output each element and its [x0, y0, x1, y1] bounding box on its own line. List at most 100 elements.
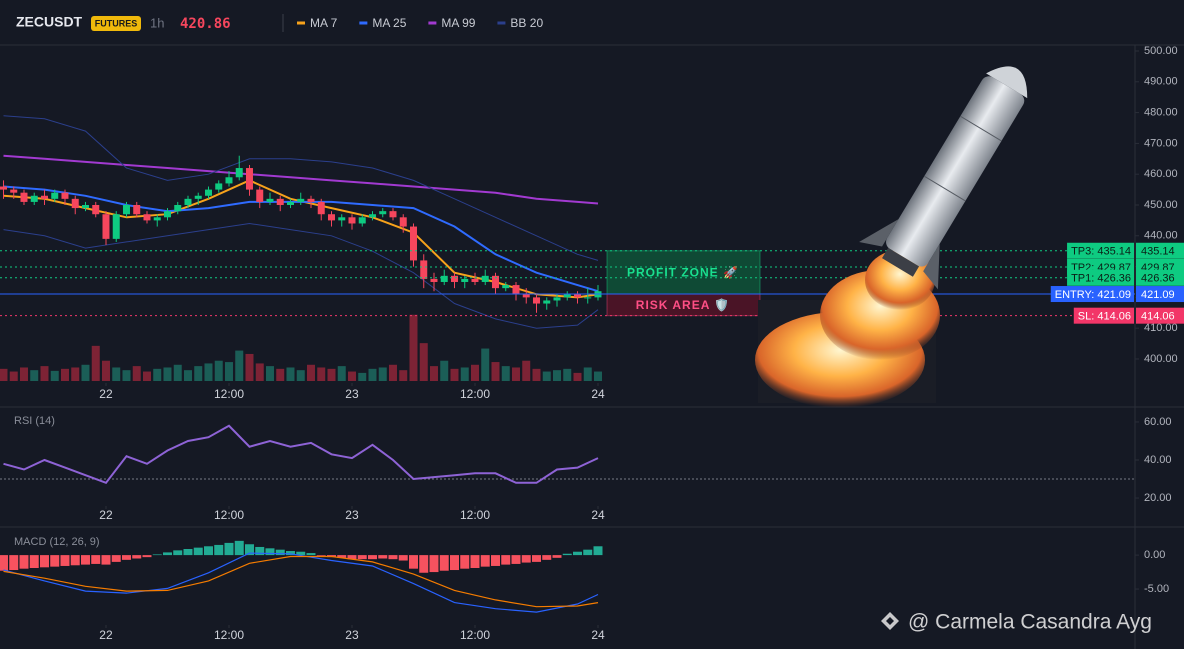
candle-body	[266, 198, 274, 202]
y-tick-label: -5.00	[1144, 583, 1169, 595]
volume-bar	[40, 366, 49, 381]
histogram-bar	[583, 549, 593, 556]
volume-bar	[501, 366, 510, 381]
y-tick-label: 470.00	[1144, 137, 1178, 149]
candle-body	[553, 297, 561, 301]
level-price: 414.06	[1141, 311, 1175, 323]
volume-bar	[122, 370, 131, 381]
volume-bar	[378, 367, 387, 381]
histogram-bar	[101, 555, 111, 565]
volume-bar	[460, 367, 469, 381]
zone	[606, 250, 761, 295]
x-tick-label: 24	[591, 508, 605, 522]
level-price: 421.09	[1141, 289, 1175, 301]
candle-body	[256, 189, 264, 202]
histogram-bar	[234, 540, 244, 556]
volume-bar	[255, 363, 264, 381]
x-tick-label: 12:00	[460, 387, 490, 401]
histogram-bar	[111, 555, 121, 562]
candle-body	[543, 300, 551, 304]
candle-body	[450, 275, 458, 282]
volume-bar	[30, 370, 39, 381]
x-tick-label: 12:00	[214, 508, 244, 522]
candle-body	[184, 198, 192, 205]
y-tick-label: 400.00	[1144, 353, 1178, 365]
volume-bar	[153, 368, 162, 381]
candle-body	[235, 168, 243, 178]
candle-body	[286, 201, 294, 205]
histogram-bar	[0, 555, 8, 571]
candle-body	[440, 275, 448, 282]
histogram-bar	[460, 555, 470, 569]
candle-body	[0, 186, 7, 190]
y-tick-label: 490.00	[1144, 76, 1178, 88]
volume-bar	[214, 360, 223, 381]
histogram-bar	[255, 546, 265, 556]
volume-bar	[194, 366, 203, 381]
histogram-bar	[347, 555, 357, 560]
legend-label: MA 7	[310, 16, 338, 30]
legend-label: BB 20	[510, 16, 543, 30]
candle-body	[122, 204, 130, 215]
x-tick-label: 24	[591, 628, 605, 642]
histogram-bar	[265, 548, 275, 556]
volume-bar	[19, 367, 28, 381]
level-label: TP3: 435.14	[1071, 246, 1131, 258]
candle-body	[491, 275, 499, 289]
candle-body	[430, 278, 438, 282]
candle-body	[51, 192, 59, 199]
candle-body	[10, 189, 18, 193]
y-tick-label: 480.00	[1144, 107, 1178, 119]
volume-bar	[542, 371, 551, 381]
histogram-bar	[9, 555, 19, 571]
legend-label: MA 99	[441, 16, 475, 30]
histogram-bar	[29, 555, 39, 568]
level-label: TP1: 426.36	[1071, 273, 1131, 285]
candle-body	[471, 278, 479, 282]
candle-body	[522, 294, 530, 298]
volume-bar	[71, 367, 80, 381]
histogram-bar	[337, 555, 347, 558]
candle-body	[297, 198, 305, 202]
level-label: ENTRY: 421.09	[1055, 289, 1131, 301]
badge-bg	[91, 16, 141, 31]
volume-bar	[593, 371, 602, 381]
x-tick-label: 12:00	[460, 508, 490, 522]
volume-bar	[327, 368, 336, 381]
histogram-bar	[501, 555, 511, 565]
candle-body	[194, 195, 202, 199]
level-price: 435.14	[1141, 246, 1175, 258]
histogram-bar	[408, 555, 418, 569]
histogram-bar	[50, 555, 60, 567]
indicator-line	[3, 552, 599, 613]
volume-bar	[583, 367, 592, 381]
volume-bar	[552, 370, 561, 381]
volume-bar	[224, 362, 233, 381]
rocket-body	[859, 66, 1028, 290]
histogram-bar	[480, 555, 490, 567]
candle-body	[40, 195, 48, 199]
volume-bar	[9, 371, 18, 381]
x-tick-label: 23	[345, 387, 359, 401]
watermark-logo	[881, 612, 899, 630]
histogram-bar	[132, 555, 142, 559]
histogram-bar	[593, 546, 603, 556]
legend: MA 7 MA 25 MA 99 BB 20	[297, 16, 543, 30]
histogram-bar	[244, 544, 254, 556]
candle-body	[389, 211, 397, 218]
volume-bar	[429, 366, 438, 381]
volume-bar	[245, 353, 254, 381]
volume-bar	[132, 366, 141, 381]
x-tick-label: 23	[345, 508, 359, 522]
watermark-group: @ Carmela Casandra Ayg	[881, 611, 1152, 634]
candle-body	[379, 211, 387, 215]
y-tick-label: 20.00	[1144, 492, 1172, 504]
histogram-bar	[429, 555, 439, 573]
candle-body	[81, 204, 89, 209]
histogram-bar	[121, 555, 131, 560]
candle-body	[317, 201, 325, 215]
y-tick-label: 450.00	[1144, 199, 1178, 211]
x-tick-label: 22	[99, 628, 113, 642]
candle-body	[338, 217, 346, 221]
volume-bar	[112, 367, 121, 381]
